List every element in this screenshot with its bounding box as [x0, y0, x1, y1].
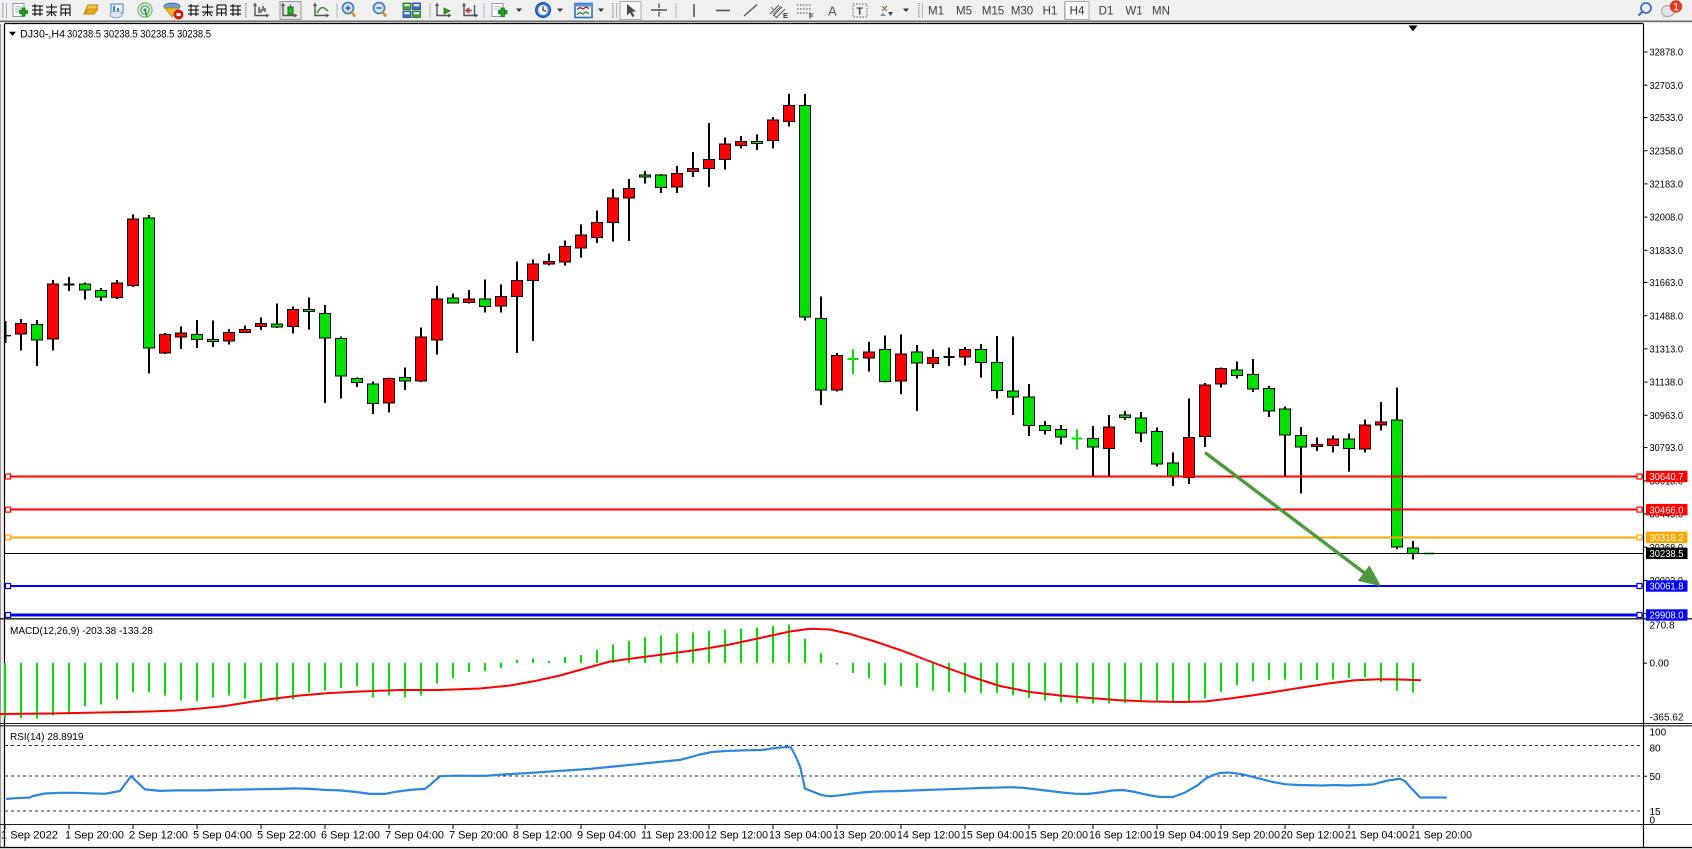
svg-text:H1: H1 [1043, 6, 1058, 18]
svg-text:11 Sep 23:00: 11 Sep 23:00 [641, 830, 704, 842]
svg-text:12 Sep 12:00: 12 Sep 12:00 [705, 830, 768, 842]
svg-text:31313.0: 31313.0 [1650, 345, 1684, 356]
svg-text:M30: M30 [1011, 6, 1033, 18]
svg-text:1 Sep 2022: 1 Sep 2022 [1, 830, 58, 842]
svg-text:DJ30-,H4: DJ30-,H4 [20, 29, 65, 41]
svg-text:13 Sep 04:00: 13 Sep 04:00 [769, 830, 832, 842]
svg-text:32878.0: 32878.0 [1650, 48, 1684, 59]
svg-text:0: 0 [1650, 815, 1656, 826]
svg-text:D1: D1 [1099, 6, 1114, 18]
svg-text:9 Sep 04:00: 9 Sep 04:00 [577, 830, 636, 842]
svg-text:19 Sep 20:00: 19 Sep 20:00 [1217, 830, 1280, 842]
svg-text:32533.0: 32533.0 [1650, 113, 1684, 124]
svg-text:30466.0: 30466.0 [1650, 505, 1684, 516]
svg-text:M15: M15 [982, 6, 1004, 18]
svg-text:20 Sep 12:00: 20 Sep 12:00 [1281, 830, 1344, 842]
svg-text:A: A [828, 4, 837, 19]
svg-text:RSI(14) 28.8919: RSI(14) 28.8919 [10, 732, 84, 743]
svg-text:32008.0: 32008.0 [1650, 213, 1684, 224]
svg-text:1 Sep 20:00: 1 Sep 20:00 [65, 830, 124, 842]
svg-text:29908.0: 29908.0 [1650, 611, 1684, 622]
svg-text:32703.0: 32703.0 [1650, 81, 1684, 92]
svg-text:5 Sep 22:00: 5 Sep 22:00 [257, 830, 316, 842]
svg-text:15 Sep 04:00: 15 Sep 04:00 [961, 830, 1024, 842]
svg-text:30318.2: 30318.2 [1650, 533, 1684, 544]
svg-text:30640.7: 30640.7 [1650, 472, 1684, 483]
svg-text:0.00: 0.00 [1650, 659, 1670, 670]
svg-text:32183.0: 32183.0 [1650, 180, 1684, 191]
svg-text:-365.62: -365.62 [1650, 712, 1684, 723]
svg-text:19 Sep 04:00: 19 Sep 04:00 [1153, 830, 1216, 842]
svg-text:100: 100 [1650, 727, 1667, 738]
svg-text:31663.0: 31663.0 [1650, 278, 1684, 289]
svg-text:270.8: 270.8 [1650, 621, 1675, 632]
svg-text:31833.0: 31833.0 [1650, 246, 1684, 257]
svg-text:H4: H4 [1070, 6, 1085, 18]
svg-text:E: E [783, 11, 788, 20]
svg-text:21 Sep 20:00: 21 Sep 20:00 [1409, 830, 1472, 842]
svg-text:21 Sep 04:00: 21 Sep 04:00 [1345, 830, 1408, 842]
svg-text:16 Sep 12:00: 16 Sep 12:00 [1089, 830, 1152, 842]
svg-text:30793.0: 30793.0 [1650, 443, 1684, 454]
svg-text:M1: M1 [928, 6, 944, 18]
svg-text:MN: MN [1152, 6, 1170, 18]
svg-text:1: 1 [1673, 2, 1679, 14]
svg-text:W1: W1 [1125, 6, 1142, 18]
svg-text:F: F [809, 12, 814, 21]
svg-text:30238.5: 30238.5 [1650, 549, 1684, 560]
svg-text:6 Sep 12:00: 6 Sep 12:00 [321, 830, 380, 842]
svg-text:50: 50 [1650, 772, 1662, 783]
svg-text:T: T [857, 6, 864, 18]
svg-text:32358.0: 32358.0 [1650, 146, 1684, 157]
svg-text:15 Sep 20:00: 15 Sep 20:00 [1025, 830, 1088, 842]
svg-text:30963.0: 30963.0 [1650, 411, 1684, 422]
svg-text:31138.0: 31138.0 [1650, 378, 1684, 389]
svg-text:7 Sep 20:00: 7 Sep 20:00 [449, 830, 508, 842]
svg-text:31488.0: 31488.0 [1650, 311, 1684, 322]
svg-text:7 Sep 04:00: 7 Sep 04:00 [385, 830, 444, 842]
svg-text:14 Sep 12:00: 14 Sep 12:00 [897, 830, 960, 842]
svg-text:5 Sep 04:00: 5 Sep 04:00 [193, 830, 252, 842]
svg-text:M5: M5 [956, 6, 972, 18]
svg-text:2 Sep 12:00: 2 Sep 12:00 [129, 830, 188, 842]
svg-text:MACD(12,26,9) -203.38 -133.28: MACD(12,26,9) -203.38 -133.28 [10, 626, 153, 637]
svg-text:80: 80 [1650, 743, 1662, 754]
svg-text:15: 15 [1650, 807, 1662, 818]
svg-text:30238.5 30238.5 30238.5 30238.: 30238.5 30238.5 30238.5 30238.5 [67, 29, 211, 41]
svg-text:8 Sep 12:00: 8 Sep 12:00 [513, 830, 572, 842]
svg-text:30061.8: 30061.8 [1650, 582, 1684, 593]
svg-text:13 Sep 20:00: 13 Sep 20:00 [833, 830, 896, 842]
